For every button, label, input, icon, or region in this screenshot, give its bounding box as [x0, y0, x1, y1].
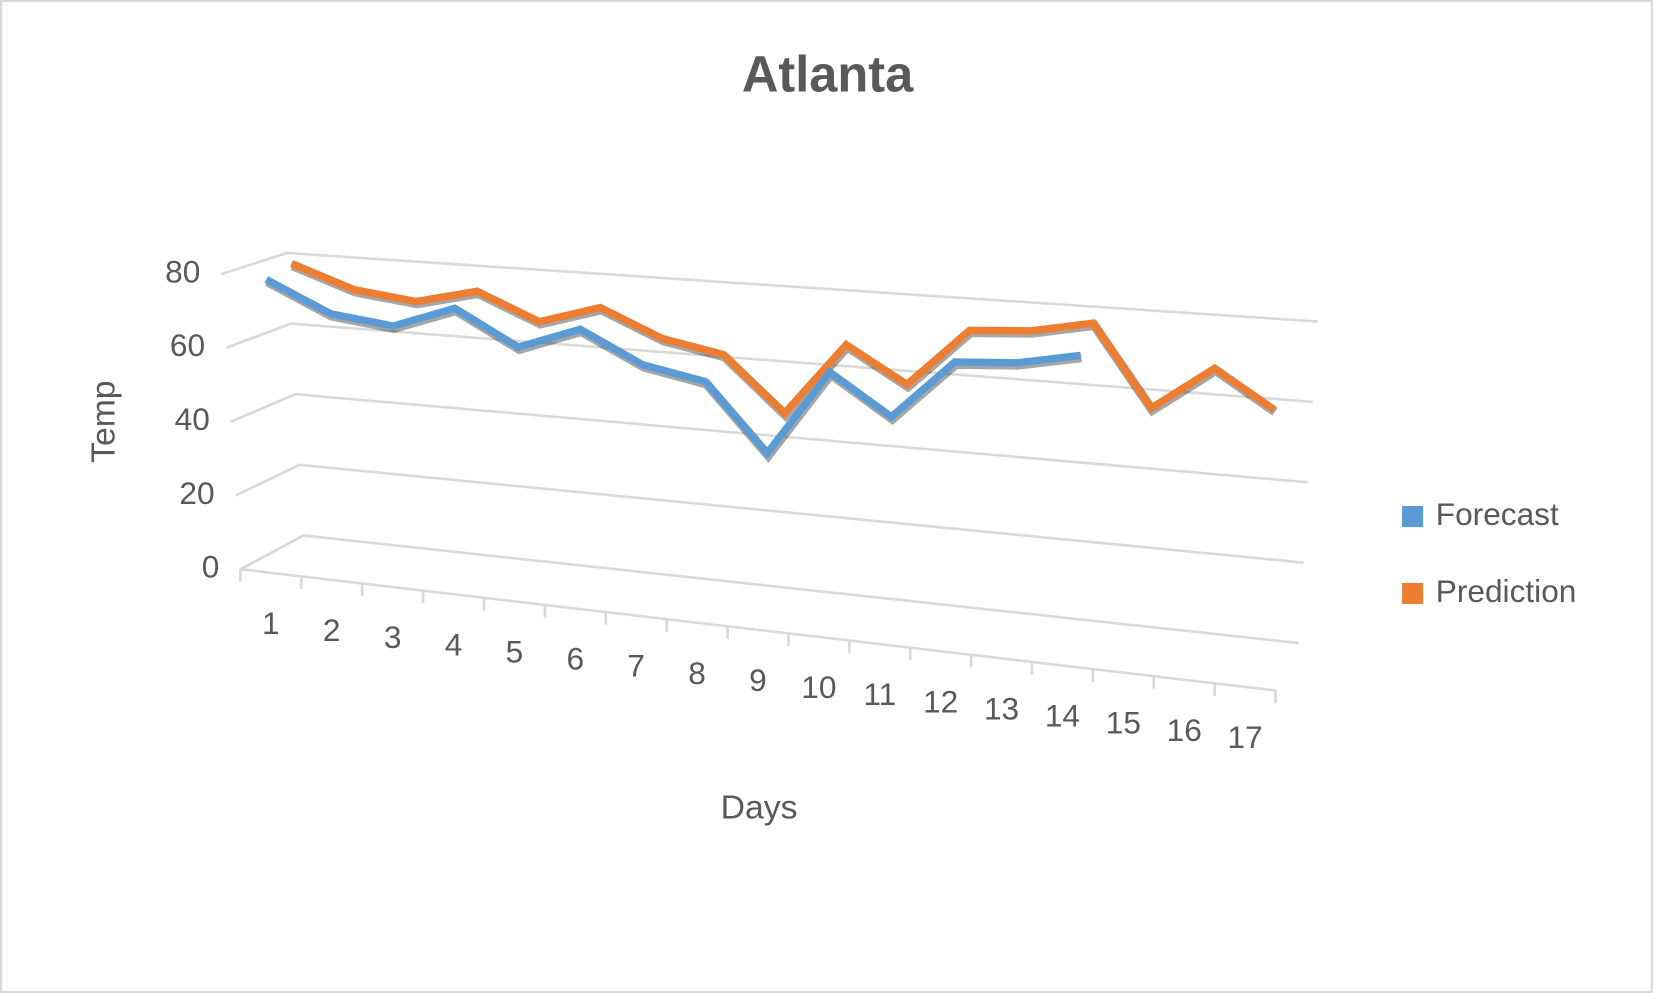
- legend-swatch: [1402, 582, 1424, 605]
- x-tick-label: 17: [1228, 719, 1263, 755]
- x-tick-label: 5: [506, 633, 524, 669]
- legend-label: Forecast: [1436, 496, 1559, 532]
- x-tick-label: 15: [1106, 705, 1141, 741]
- x-axis-title: Days: [721, 788, 798, 826]
- grid-line: [221, 251, 1318, 323]
- x-tick-label: 16: [1167, 712, 1202, 748]
- y-tick-label: 20: [179, 475, 214, 511]
- grid-line: [225, 322, 1314, 404]
- y-tick-label: 40: [175, 401, 210, 437]
- grid-line: [230, 392, 1309, 484]
- x-tick-label: 4: [445, 626, 463, 662]
- x-tick-label: 8: [688, 655, 706, 691]
- x-tick-label: 13: [984, 690, 1019, 726]
- x-tick-label: 9: [749, 662, 767, 698]
- series-line: [290, 260, 1277, 419]
- legend-label: Prediction: [1436, 573, 1577, 609]
- legend-swatch: [1402, 505, 1424, 528]
- series-line: [264, 276, 1081, 460]
- grid-line: [239, 534, 1299, 645]
- x-tick-label: 10: [801, 669, 836, 705]
- x-tick-label: 6: [567, 641, 585, 677]
- x-tick-label: 12: [923, 683, 958, 719]
- x-tick-label: 11: [863, 676, 896, 712]
- x-tick-label: 2: [323, 612, 341, 648]
- grid-line: [235, 463, 1304, 564]
- y-tick-label: 0: [202, 549, 220, 585]
- x-axis-line: [240, 567, 1276, 692]
- y-tick-label: 60: [170, 327, 205, 363]
- x-tick-label: 3: [384, 619, 402, 655]
- chart-title: Atlanta: [742, 45, 914, 102]
- x-tick-label: 7: [627, 648, 645, 684]
- x-tick-label: 1: [262, 605, 280, 641]
- y-axis-title: Temp: [84, 380, 122, 462]
- x-tick-label: 14: [1045, 698, 1080, 734]
- y-tick-label: 80: [165, 253, 200, 289]
